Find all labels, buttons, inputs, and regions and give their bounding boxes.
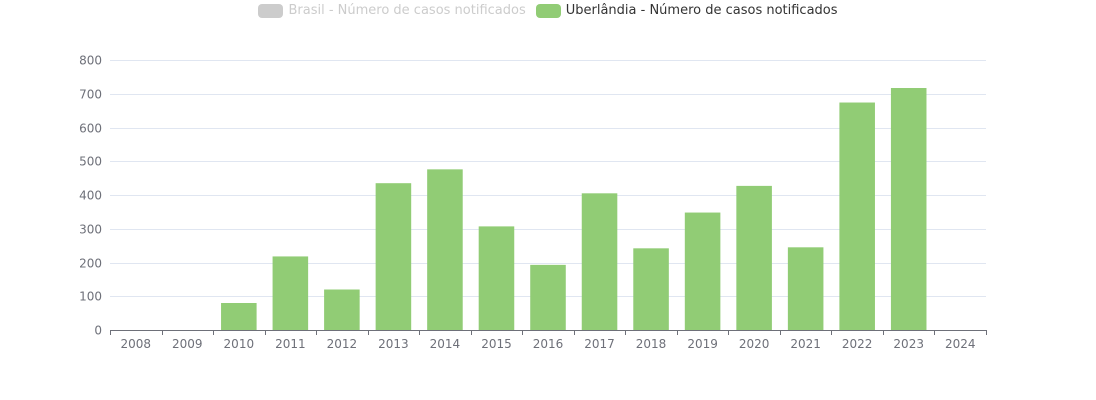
y-tick-label: 600 <box>79 122 102 136</box>
x-tick-label: 2011 <box>275 337 306 351</box>
x-tick-label: 2015 <box>481 337 512 351</box>
bar <box>633 248 669 330</box>
legend-item-uberlandia[interactable]: Uberlândia - Número de casos notificados <box>535 3 838 18</box>
legend-swatch-uberlandia <box>535 3 561 18</box>
bar <box>684 212 721 330</box>
x-tick-label: 2021 <box>790 337 821 351</box>
x-tick-label: 2009 <box>172 337 203 351</box>
bar <box>478 226 515 330</box>
bar <box>324 289 360 330</box>
x-tick-label: 2018 <box>636 337 667 351</box>
bar <box>427 169 463 330</box>
x-tick-label: 2008 <box>120 337 151 351</box>
x-tick-label: 2017 <box>584 337 615 351</box>
bar <box>787 247 824 330</box>
x-tick-label: 2016 <box>533 337 564 351</box>
bar <box>375 183 412 330</box>
x-tick-label: 2013 <box>378 337 409 351</box>
x-tick-label: 2020 <box>739 337 770 351</box>
x-tick-label: 2024 <box>945 337 976 351</box>
legend-label-uberlandia: Uberlândia - Número de casos notificados <box>565 3 838 18</box>
bar <box>581 193 618 330</box>
y-tick-label: 200 <box>79 257 102 271</box>
x-tick-label: 2010 <box>224 337 255 351</box>
y-tick-label: 100 <box>79 290 102 304</box>
x-tick-label: 2022 <box>842 337 873 351</box>
x-tick-label: 2019 <box>687 337 718 351</box>
bar <box>530 264 566 330</box>
x-tick-label: 2023 <box>893 337 924 351</box>
y-tick-label: 0 <box>94 324 102 338</box>
bar <box>221 303 257 330</box>
legend-item-brasil[interactable]: Brasil - Número de casos notificados <box>258 3 526 18</box>
bar <box>272 256 309 330</box>
bar <box>839 102 875 331</box>
y-tick-label: 800 <box>79 54 102 68</box>
x-tick-label: 2014 <box>430 337 461 351</box>
bar <box>736 185 772 330</box>
chart-legend: Brasil - Número de casos notificados Ube… <box>0 3 1096 18</box>
legend-swatch-brasil <box>258 3 284 18</box>
bar <box>890 88 927 330</box>
x-tick-label: 2012 <box>327 337 358 351</box>
legend-label-brasil: Brasil - Número de casos notificados <box>288 3 526 18</box>
y-tick-label: 400 <box>79 189 102 203</box>
y-tick-label: 300 <box>79 223 102 237</box>
y-tick-label: 700 <box>79 88 102 102</box>
y-tick-label: 500 <box>79 155 102 169</box>
